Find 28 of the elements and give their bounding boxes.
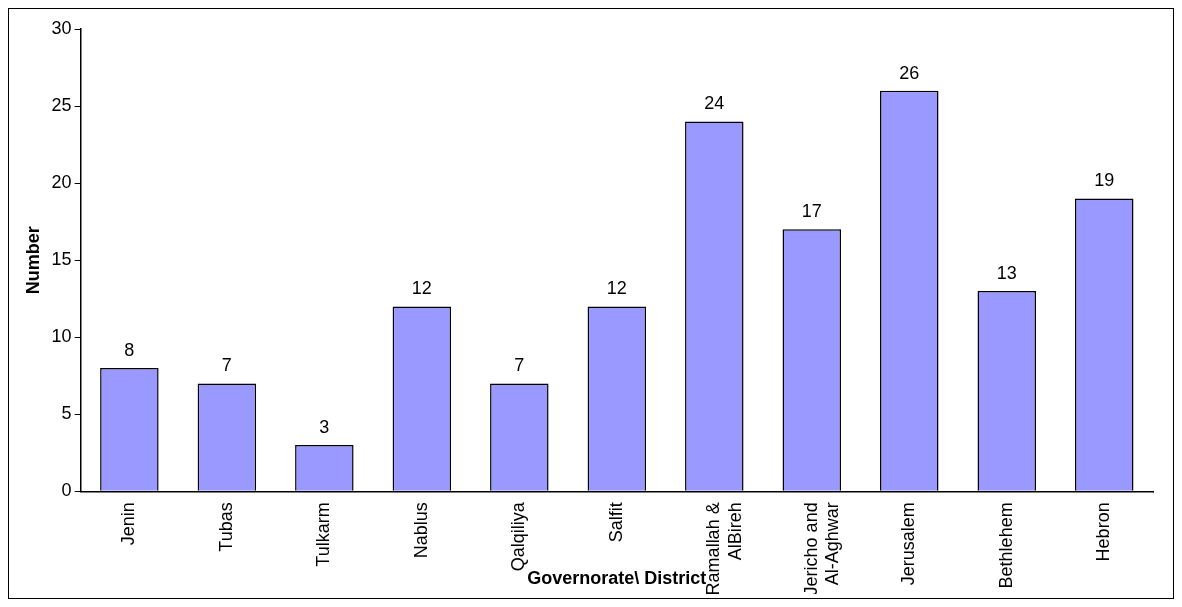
data-label: 12: [606, 278, 627, 299]
data-label: 12: [411, 278, 432, 299]
x-tick-label: Jerusalem: [898, 502, 919, 586]
y-tick-label: 25: [51, 95, 72, 116]
x-tick-label: Salfit: [605, 502, 626, 543]
data-label: 3: [319, 417, 330, 438]
x-tick-label: Qalqiliya: [508, 501, 529, 572]
data-label: 8: [124, 340, 135, 361]
data-label: 19: [1094, 170, 1115, 191]
x-tick-label: Tulkarm: [313, 502, 334, 567]
x-tick-label: Nablus: [410, 502, 431, 559]
y-tick-label: 5: [61, 403, 72, 424]
y-tick-label: 15: [51, 249, 72, 270]
data-label: 7: [514, 355, 525, 376]
y-tick-label: 0: [61, 480, 72, 501]
data-label: 26: [899, 62, 920, 83]
y-tick-label: 10: [51, 326, 72, 347]
x-tick-label: Hebron: [1093, 502, 1114, 562]
y-tick-label: 20: [51, 172, 72, 193]
data-label: 17: [801, 201, 822, 222]
data-label: 13: [996, 262, 1017, 283]
data-label: 24: [704, 93, 725, 114]
y-tick-label: 30: [51, 17, 72, 38]
y-axis-title: Number: [22, 226, 43, 295]
x-tick-label: Tubas: [215, 502, 236, 552]
data-label: 7: [221, 355, 232, 376]
x-tick-label: Bethlehem: [995, 502, 1016, 589]
x-tick-label: Jenin: [118, 502, 139, 546]
